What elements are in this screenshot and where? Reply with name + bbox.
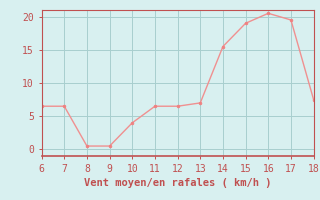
- X-axis label: Vent moyen/en rafales ( km/h ): Vent moyen/en rafales ( km/h ): [84, 178, 271, 188]
